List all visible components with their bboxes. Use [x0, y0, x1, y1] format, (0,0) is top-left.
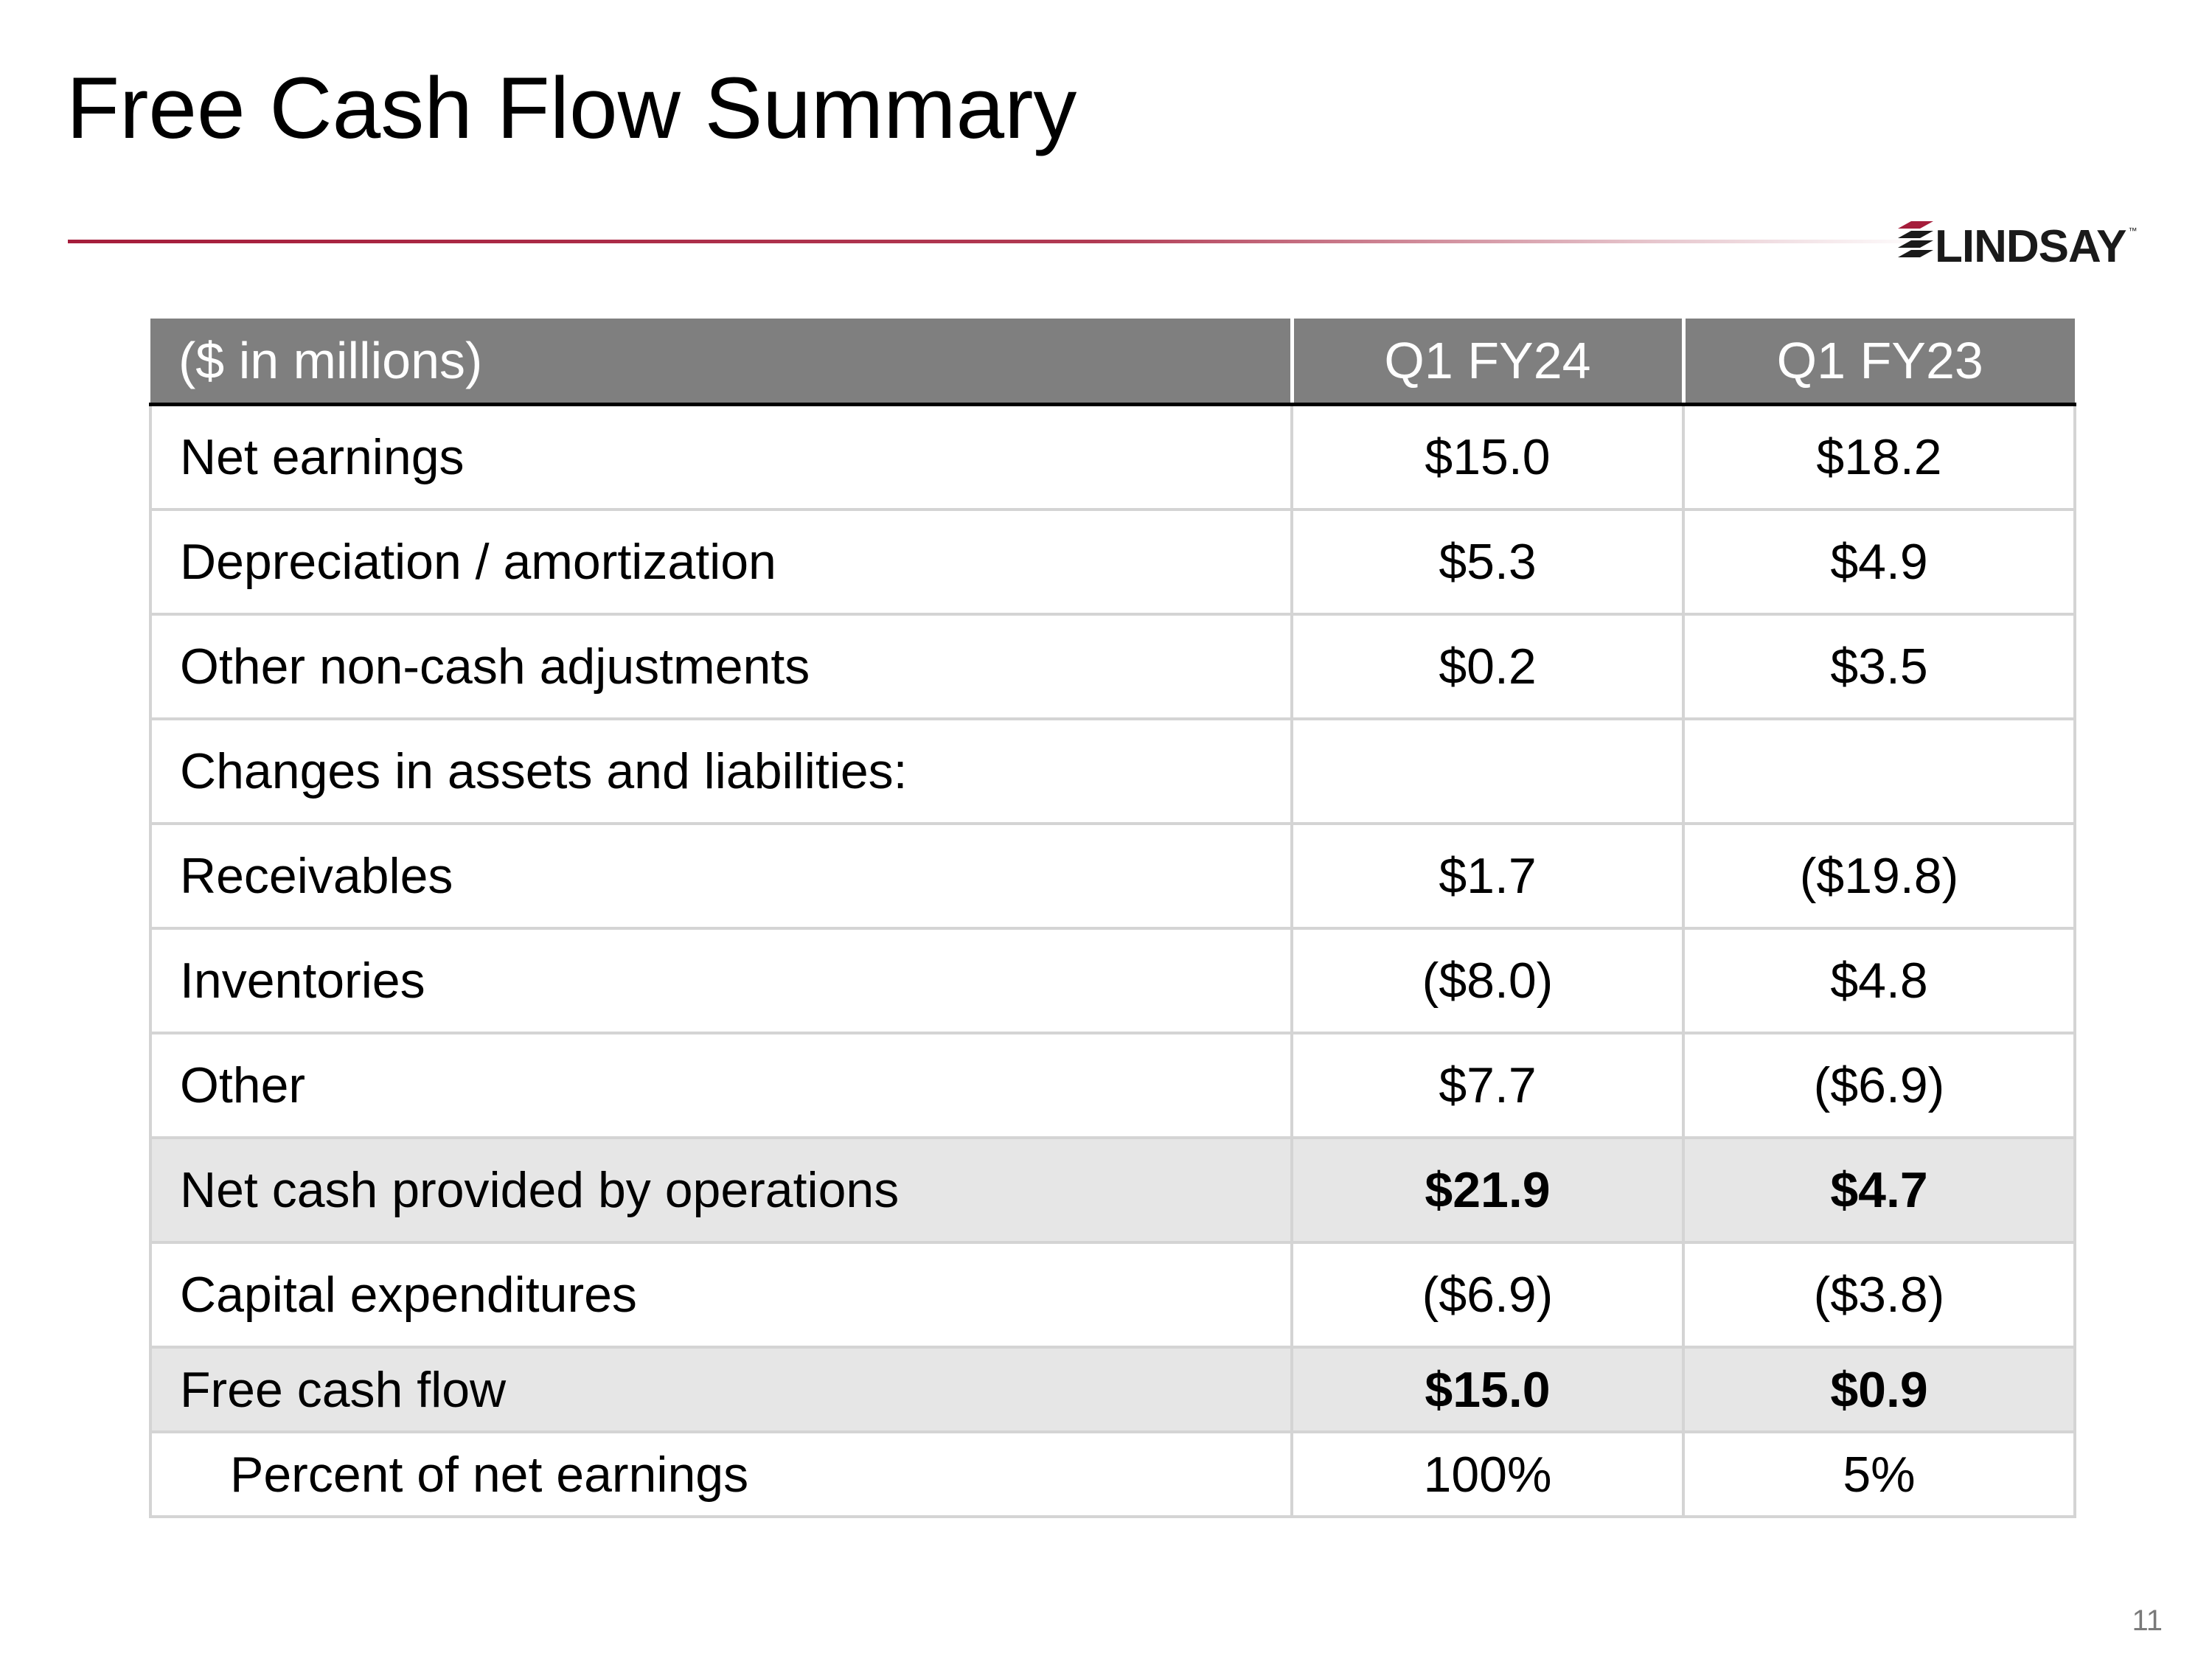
row-label: Depreciation / amortization [149, 508, 1293, 616]
slide-title: Free Cash Flow Summary [66, 60, 1077, 157]
row-label: Free cash flow [149, 1346, 1293, 1433]
value-q1-fy24: $15.0 [1290, 403, 1685, 511]
header-units: ($ in millions) [150, 319, 1294, 406]
row-label: Net earnings [149, 403, 1293, 511]
value-q1-fy24: ($8.0) [1290, 927, 1685, 1034]
value-q1-fy24: $7.7 [1290, 1032, 1685, 1139]
value-q1-fy23: ($3.8) [1682, 1241, 2076, 1349]
row-receivables: Receivables $1.7 ($19.8) [149, 822, 2076, 930]
logo-trademark: ™ [2128, 226, 2138, 236]
row-label: Inventories [149, 927, 1293, 1034]
value-q1-fy23: ($6.9) [1682, 1032, 2076, 1139]
table-header-row: ($ in millions) Q1 FY24 Q1 FY23 [150, 319, 2075, 406]
logo-wordmark: LINDSAY [1935, 221, 2126, 272]
title-divider [68, 240, 1933, 243]
logo-stripes-icon [1898, 221, 1933, 257]
value-q1-fy23: $0.9 [1682, 1346, 2076, 1433]
row-changes-in-assets-liabilities: Changes in assets and liabilities: [149, 717, 2076, 825]
row-other: Other $7.7 ($6.9) [149, 1032, 2076, 1139]
value-q1-fy23: 5% [1682, 1430, 2076, 1518]
row-label: Net cash provided by operations [149, 1136, 1293, 1244]
header-q1-fy24: Q1 FY24 [1292, 319, 1686, 406]
row-inventories: Inventories ($8.0) $4.8 [149, 927, 2076, 1034]
row-label: Percent of net earnings [149, 1430, 1293, 1518]
value-q1-fy24: $1.7 [1290, 822, 1685, 930]
row-other-non-cash-adjustments: Other non-cash adjustments $0.2 $3.5 [149, 613, 2076, 720]
row-net-earnings: Net earnings $15.0 $18.2 [149, 403, 2076, 511]
value-q1-fy24 [1290, 717, 1685, 825]
free-cash-flow-table: ($ in millions) Q1 FY24 Q1 FY23 Net earn… [149, 319, 2076, 1518]
row-label: Changes in assets and liabilities: [149, 717, 1293, 825]
value-q1-fy23: $4.7 [1682, 1136, 2076, 1244]
row-capital-expenditures: Capital expenditures ($6.9) ($3.8) [149, 1241, 2076, 1349]
row-label: Capital expenditures [149, 1241, 1293, 1349]
value-q1-fy23: $4.9 [1682, 508, 2076, 616]
row-depreciation-amortization: Depreciation / amortization $5.3 $4.9 [149, 508, 2076, 616]
lindsay-logo: LINDSAY ™ [1896, 221, 2137, 270]
value-q1-fy23: $18.2 [1682, 403, 2076, 511]
value-q1-fy23: ($19.8) [1682, 822, 2076, 930]
row-net-cash-provided-by-operations: Net cash provided by operations $21.9 $4… [149, 1136, 2076, 1244]
value-q1-fy24: ($6.9) [1290, 1241, 1685, 1349]
page-number: 11 [2132, 1604, 2163, 1637]
value-q1-fy23 [1682, 717, 2076, 825]
header-q1-fy23: Q1 FY23 [1683, 319, 2075, 406]
row-label: Other non-cash adjustments [149, 613, 1293, 720]
value-q1-fy24: $15.0 [1290, 1346, 1685, 1433]
value-q1-fy23: $4.8 [1682, 927, 2076, 1034]
value-q1-fy24: 100% [1290, 1430, 1685, 1518]
row-percent-of-net-earnings: Percent of net earnings 100% 5% [149, 1430, 2076, 1518]
value-q1-fy24: $21.9 [1290, 1136, 1685, 1244]
row-label: Receivables [149, 822, 1293, 930]
row-free-cash-flow: Free cash flow $15.0 $0.9 [149, 1346, 2076, 1433]
value-q1-fy24: $5.3 [1290, 508, 1685, 616]
row-label: Other [149, 1032, 1293, 1139]
value-q1-fy23: $3.5 [1682, 613, 2076, 720]
value-q1-fy24: $0.2 [1290, 613, 1685, 720]
